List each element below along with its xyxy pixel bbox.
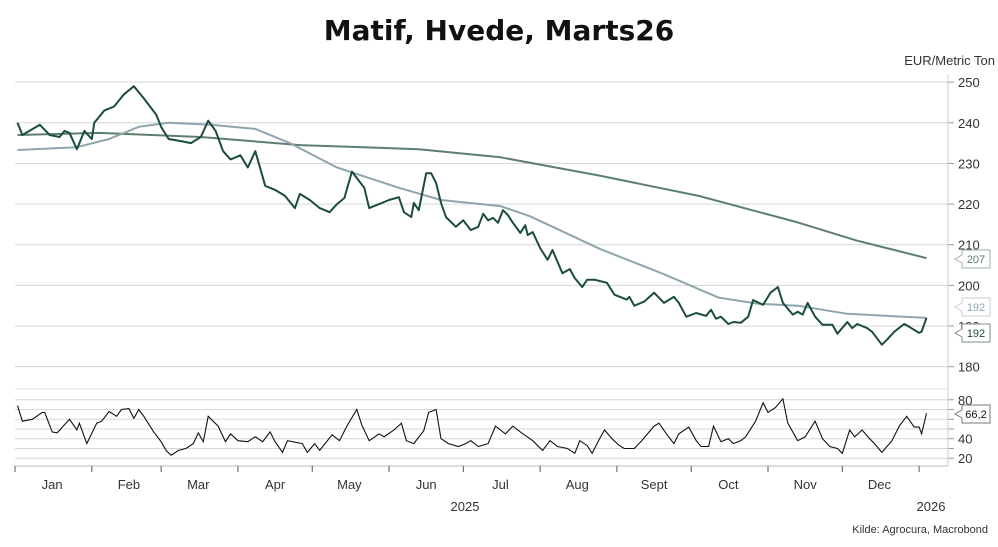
x-tick-label: Jun	[416, 477, 437, 492]
y-tick-label: 40	[958, 432, 972, 447]
end-label-long-ma: 207	[967, 254, 985, 266]
y-tick-label: 240	[958, 116, 980, 131]
x-year-label: 2025	[451, 499, 480, 514]
end-label-price-box	[953, 323, 991, 343]
series-long-ma	[17, 131, 927, 260]
end-label-long-ma-box	[953, 249, 991, 269]
y-tick-label: 220	[958, 197, 980, 212]
y-axis-unit: EUR/Metric Ton	[904, 53, 995, 68]
y-tick-label: 210	[958, 238, 980, 253]
y-tick-label: 80	[958, 393, 972, 408]
y-tick-label: 250	[958, 75, 980, 90]
x-tick-label: Feb	[118, 477, 140, 492]
y-tick-label: 180	[958, 360, 980, 375]
end-label-oscillator: 66,2	[965, 409, 986, 421]
chart-title: Matif, Hvede, Marts26	[324, 14, 674, 47]
end-label-oscillator-box	[953, 404, 991, 424]
x-year-label: 2026	[917, 499, 946, 514]
y-tick-label: 20	[958, 451, 972, 466]
x-tick-label: Jul	[492, 477, 509, 492]
x-tick-label: Oct	[718, 477, 739, 492]
x-tick-label: May	[337, 477, 362, 492]
x-tick-label: Mar	[187, 477, 210, 492]
end-label-mid-ma: 192	[967, 302, 985, 314]
series-oscillator	[16, 397, 928, 457]
x-tick-label: Jan	[42, 477, 63, 492]
x-tick-label: Aug	[566, 477, 589, 492]
y-tick-label: 200	[958, 278, 980, 293]
x-tick-label: Nov	[794, 477, 818, 492]
x-tick-label: Dec	[868, 477, 892, 492]
x-tick-label: Sept	[641, 477, 668, 492]
end-label-price: 192	[967, 328, 985, 340]
y-tick-label: 230	[958, 156, 980, 171]
series-price	[16, 85, 928, 346]
x-tick-label: Apr	[265, 477, 286, 492]
end-label-mid-ma-box	[953, 297, 991, 317]
source-note: Kilde: Agrocura, Macrobond	[852, 524, 988, 536]
